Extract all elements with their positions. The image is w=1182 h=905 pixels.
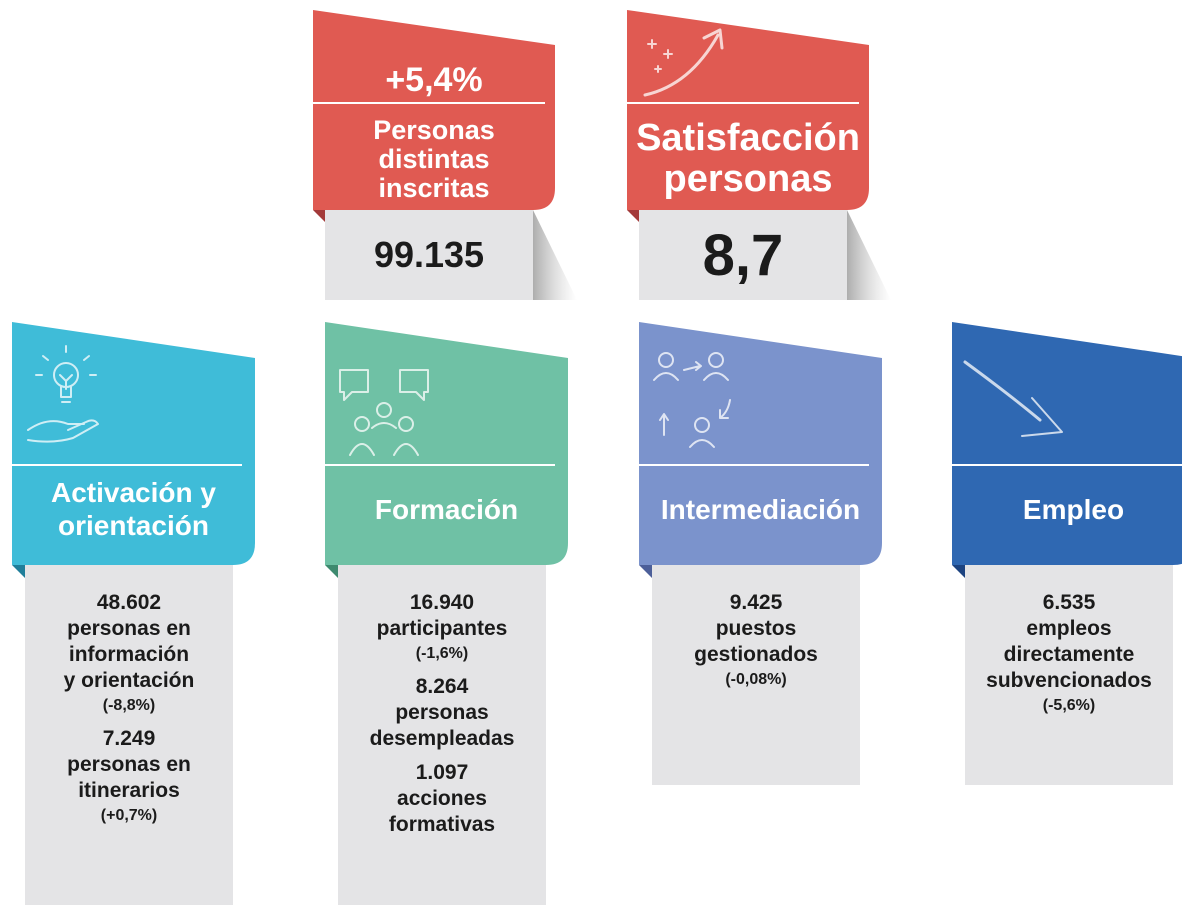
item-text: empleos bbox=[1026, 617, 1112, 640]
area-title: Formación bbox=[325, 468, 568, 550]
item-text: participantes bbox=[376, 617, 508, 640]
area-title: Intermediación bbox=[639, 468, 882, 550]
title-line: Formación bbox=[374, 493, 519, 525]
item-text: gestionados bbox=[694, 643, 818, 666]
fold bbox=[952, 565, 965, 578]
area-title: Activación y orientación bbox=[12, 468, 255, 550]
area-details: 6.535 empleos directamente subvencionados (-… bbox=[965, 590, 1173, 780]
detail-box bbox=[338, 565, 546, 905]
item-text: subvencionados bbox=[986, 669, 1152, 692]
banner bbox=[313, 10, 555, 210]
item-value: 6.535 bbox=[1042, 591, 1096, 614]
value-box bbox=[325, 210, 533, 300]
value-text: 8,7 bbox=[702, 222, 784, 288]
title-line: Empleo bbox=[1022, 493, 1125, 525]
item-change: (+0,7%) bbox=[100, 807, 158, 824]
item-text: itinerarios bbox=[78, 779, 180, 802]
title-line: Personas bbox=[373, 114, 495, 145]
shadow bbox=[533, 210, 577, 300]
fold bbox=[12, 565, 25, 578]
title-line: personas bbox=[663, 158, 833, 200]
title-line: Satisfacción bbox=[636, 117, 860, 159]
item-value: 16.940 bbox=[409, 591, 475, 614]
fold bbox=[639, 565, 652, 578]
fold bbox=[313, 210, 326, 223]
item-value: 8.264 bbox=[415, 675, 469, 698]
title-line: orientación bbox=[58, 510, 209, 541]
banner bbox=[627, 10, 869, 210]
item-change: (-5,6%) bbox=[1042, 697, 1096, 714]
title-line: Activación y bbox=[51, 477, 216, 508]
banner bbox=[639, 322, 882, 565]
area-details: 16.940 participantes (-1,6%) 8.264 personas d… bbox=[338, 590, 546, 900]
title-line: Intermediación bbox=[660, 493, 861, 525]
item-text: personas bbox=[395, 701, 489, 724]
item-value: 1.097 bbox=[415, 761, 469, 784]
banner bbox=[12, 322, 255, 565]
title-line: distintas bbox=[378, 143, 490, 174]
item: 9.425 puestos gestionados (-0,08%) bbox=[694, 590, 818, 692]
detail-box bbox=[965, 565, 1173, 785]
fold bbox=[325, 565, 338, 578]
item: 1.097 acciones formativas bbox=[389, 760, 495, 838]
item: 16.940 participantes (-1,6%) bbox=[377, 590, 508, 666]
change: +5,4% bbox=[313, 58, 555, 102]
title-line: inscritas bbox=[378, 172, 490, 203]
item-text: acciones bbox=[397, 787, 487, 810]
area-details: 9.425 puestos gestionados (-0,08%) bbox=[652, 590, 860, 780]
detail-box bbox=[652, 565, 860, 785]
item-value: 9.425 bbox=[729, 591, 783, 614]
item-change: (-0,08%) bbox=[725, 671, 787, 688]
item: 6.535 empleos directamente subvencionados (-… bbox=[986, 590, 1152, 718]
item-change: (-8,8%) bbox=[102, 697, 156, 714]
item-text: personas en bbox=[67, 753, 191, 776]
title: Personas distintas inscritas bbox=[313, 110, 555, 208]
detail-box bbox=[25, 565, 233, 905]
item-text: desempleadas bbox=[369, 727, 515, 750]
shadow bbox=[847, 210, 891, 300]
item: 48.602 personas en información y orientació… bbox=[64, 590, 195, 718]
item-text: formativas bbox=[388, 813, 496, 836]
fold bbox=[627, 210, 640, 223]
banner bbox=[325, 322, 568, 565]
item-text: y orientación bbox=[63, 669, 195, 692]
area-details: 48.602 personas en información y orientació… bbox=[25, 590, 233, 900]
item-text: personas en bbox=[67, 617, 191, 640]
item-value: 7.249 bbox=[102, 727, 156, 750]
area-title: Empleo bbox=[952, 468, 1182, 550]
item-text: información bbox=[68, 643, 190, 666]
banner bbox=[952, 322, 1182, 565]
item-text: directamente bbox=[1003, 643, 1135, 666]
item: 7.249 personas en itinerarios (+0,7%) bbox=[67, 726, 191, 828]
value: 99.135 bbox=[325, 210, 533, 300]
icons bbox=[27, 28, 1063, 456]
item-change: (-1,6%) bbox=[415, 645, 469, 662]
change-text: +5,4% bbox=[385, 60, 483, 99]
value-text: 99.135 bbox=[373, 234, 485, 275]
value-box bbox=[639, 210, 847, 300]
item-text: puestos bbox=[715, 617, 797, 640]
item: 8.264 personas desempleadas bbox=[370, 674, 515, 752]
value: 8,7 bbox=[639, 210, 847, 300]
item-value: 48.602 bbox=[96, 591, 162, 614]
title: Satisfacción personas bbox=[627, 110, 869, 208]
